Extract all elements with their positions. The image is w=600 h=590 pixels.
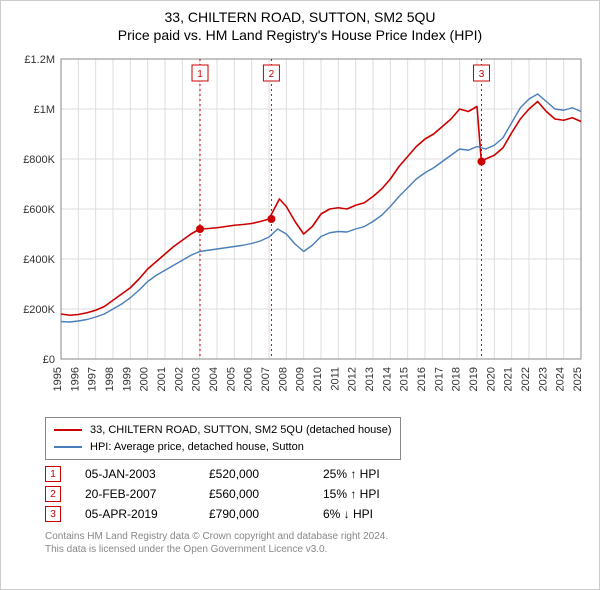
svg-text:2009: 2009 [295,367,307,391]
event-date: 20-FEB-2007 [85,487,185,501]
svg-text:1: 1 [197,69,203,80]
chart-container: 33, CHILTERN ROAD, SUTTON, SM2 5QU Price… [0,0,600,590]
chart-plot-area: £0 £200K £400K £600K £800K £1M £1.2M 1995 1996 19… [11,49,589,409]
svg-text:2012: 2012 [347,367,359,391]
events-table: 1 05-JAN-2003 £520,000 25% ↑ HPI 2 20-FEB-200… [45,466,589,522]
legend-swatch-series1 [54,429,82,431]
svg-text:2011: 2011 [329,367,341,391]
svg-text:2001: 2001 [156,367,168,391]
svg-text:2015: 2015 [399,367,411,391]
event-row: 1 05-JAN-2003 £520,000 25% ↑ HPI [45,466,589,482]
svg-text:2024: 2024 [555,367,567,391]
event-row: 3 05-APR-2019 £790,000 6% ↓ HPI [45,506,589,522]
svg-text:1998: 1998 [104,367,116,391]
svg-text:2002: 2002 [173,367,185,391]
footer-line1: Contains HM Land Registry data © Crown c… [45,530,589,543]
legend: 33, CHILTERN ROAD, SUTTON, SM2 5QU (deta… [45,417,401,460]
svg-text:2019: 2019 [468,367,480,391]
legend-label-series2: HPI: Average price, detached house, Sutt… [90,439,304,456]
event-date: 05-APR-2019 [85,507,185,521]
footer-attribution: Contains HM Land Registry data © Crown c… [45,530,589,556]
svg-text:2018: 2018 [451,367,463,391]
svg-text:£1M: £1M [34,104,55,116]
legend-row-series1: 33, CHILTERN ROAD, SUTTON, SM2 5QU (deta… [54,422,392,439]
svg-text:2000: 2000 [139,367,151,391]
event-delta: 15% ↑ HPI [323,487,413,501]
svg-text:2008: 2008 [277,367,289,391]
svg-text:2: 2 [269,69,275,80]
svg-text:1996: 1996 [69,367,81,391]
svg-text:1995: 1995 [52,367,64,391]
svg-text:2021: 2021 [503,367,515,391]
svg-text:2007: 2007 [260,367,272,391]
svg-text:2005: 2005 [225,367,237,391]
svg-text:2022: 2022 [520,367,532,391]
svg-text:2023: 2023 [537,367,549,391]
event-row: 2 20-FEB-2007 £560,000 15% ↑ HPI [45,486,589,502]
svg-text:2025: 2025 [572,367,584,391]
svg-text:£1.2M: £1.2M [24,54,55,66]
chart-title-address: 33, CHILTERN ROAD, SUTTON, SM2 5QU [11,9,589,25]
svg-text:£200K: £200K [23,304,55,316]
event-marker-icon: 2 [45,486,61,502]
svg-text:2013: 2013 [364,367,376,391]
svg-text:2006: 2006 [243,367,255,391]
svg-text:1997: 1997 [87,367,99,391]
event-price: £790,000 [209,507,299,521]
svg-text:£400K: £400K [23,254,55,266]
event-marker-icon: 1 [45,466,61,482]
event-delta: 6% ↓ HPI [323,507,413,521]
svg-text:1999: 1999 [121,367,133,391]
event-date: 05-JAN-2003 [85,467,185,481]
svg-text:2003: 2003 [191,367,203,391]
legend-row-series2: HPI: Average price, detached house, Sutt… [54,439,392,456]
event-marker-icon: 3 [45,506,61,522]
chart-title-sub: Price paid vs. HM Land Registry's House … [11,27,589,43]
svg-text:£800K: £800K [23,154,55,166]
svg-text:2017: 2017 [433,367,445,391]
legend-swatch-series2 [54,446,82,448]
svg-text:2010: 2010 [312,367,324,391]
svg-text:2004: 2004 [208,367,220,391]
footer-line2: This data is licensed under the Open Gov… [45,543,589,556]
event-price: £520,000 [209,467,299,481]
event-price: £560,000 [209,487,299,501]
svg-text:2014: 2014 [381,367,393,391]
svg-text:2020: 2020 [485,367,497,391]
svg-text:£0: £0 [43,354,55,366]
legend-label-series1: 33, CHILTERN ROAD, SUTTON, SM2 5QU (deta… [90,422,392,439]
svg-text:£600K: £600K [23,204,55,216]
line-chart-svg: £0 £200K £400K £600K £800K £1M £1.2M 1995 1996 19… [11,49,589,409]
event-delta: 25% ↑ HPI [323,467,413,481]
svg-text:2016: 2016 [416,367,428,391]
svg-text:3: 3 [479,69,485,80]
